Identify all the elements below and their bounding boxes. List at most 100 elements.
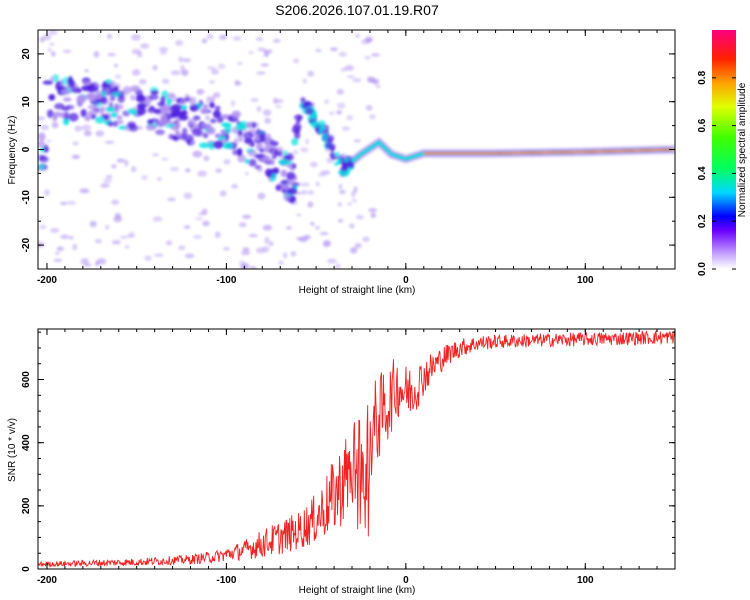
spectral-blob-weak xyxy=(257,192,266,200)
spectral-blob xyxy=(237,129,243,136)
spectral-blob xyxy=(248,158,257,167)
spectral-blob-weak xyxy=(183,225,191,229)
spectral-blob xyxy=(102,80,108,88)
spectral-blob-weak xyxy=(79,188,90,194)
spectral-blob xyxy=(295,119,301,125)
spectral-blob-weak xyxy=(353,139,362,143)
spectral-blob-weak xyxy=(338,218,343,223)
spectral-blob-weak xyxy=(178,56,183,63)
spectral-blob-weak xyxy=(242,247,250,252)
spectral-blob-weak xyxy=(285,226,292,230)
spectral-blob-weak xyxy=(162,78,170,84)
snr-xtick-label: -200 xyxy=(37,575,57,586)
spectral-blob-weak xyxy=(56,246,65,252)
spectral-blob-weak xyxy=(217,63,226,70)
spectral-blob xyxy=(269,177,276,182)
spectral-blob-weak xyxy=(273,97,279,105)
spectral-blob-weak xyxy=(124,159,129,167)
spectral-blob xyxy=(304,107,314,116)
spectral-blob xyxy=(109,101,114,108)
spectral-blob-weak xyxy=(223,246,230,251)
spectral-blob-weak xyxy=(116,158,126,163)
spectral-blob-weak xyxy=(104,140,115,144)
spectral-blob-weak xyxy=(93,50,100,58)
spectral-blob xyxy=(61,106,69,112)
spectral-blob xyxy=(171,112,177,119)
spectral-blob-weak xyxy=(329,47,338,52)
spectral-blob-weak xyxy=(197,170,208,177)
spectral-blob-weak xyxy=(48,30,58,36)
spectral-blob-weak xyxy=(334,263,341,269)
spectral-blob xyxy=(235,123,246,131)
spectral-blob-weak xyxy=(96,258,107,265)
spectral-blob xyxy=(53,113,58,121)
spectral-blob-weak xyxy=(152,65,158,71)
spectral-blob xyxy=(107,121,115,127)
spectral-blob-weak xyxy=(240,263,248,269)
spectral-blob-weak xyxy=(349,223,355,229)
spectral-blob xyxy=(160,114,168,121)
spectral-blob xyxy=(87,104,99,110)
spectrogram-ytick-label: 20 xyxy=(21,48,32,60)
spectral-blob-weak xyxy=(230,99,236,107)
snr-xtick-label: 0 xyxy=(403,575,409,586)
spectral-blob-weak xyxy=(353,186,358,193)
spectral-blob xyxy=(212,110,221,119)
spectral-blob xyxy=(291,138,299,146)
spectral-blob xyxy=(302,102,310,108)
spectral-blob-weak xyxy=(214,231,221,239)
spectral-blob-weak xyxy=(368,78,377,83)
spectral-blob xyxy=(324,142,333,150)
spectral-blob-weak xyxy=(182,58,192,63)
spectral-blob xyxy=(310,120,320,129)
spectral-blob xyxy=(117,94,126,104)
spectral-blob xyxy=(46,109,54,118)
spectral-blob xyxy=(87,111,93,118)
spectral-blob-weak xyxy=(95,130,105,137)
snr-series-line xyxy=(38,329,675,568)
spectral-blob-weak xyxy=(375,84,382,89)
spectral-blob xyxy=(190,105,197,112)
spectral-blob xyxy=(94,90,103,96)
spectral-blob xyxy=(237,154,246,163)
spectral-blob-weak xyxy=(340,67,348,72)
spectral-blob xyxy=(145,123,157,131)
spectral-blob-weak xyxy=(309,161,318,168)
spectral-blob-weak xyxy=(236,61,243,66)
spectral-blob xyxy=(200,122,212,129)
spectral-blob-weak xyxy=(206,33,214,40)
spectral-blob xyxy=(224,133,229,142)
spectral-blob-weak xyxy=(72,155,80,159)
spectral-blob xyxy=(191,128,203,137)
spectral-blob xyxy=(153,108,162,114)
spectral-blob xyxy=(245,121,253,129)
spectral-blob-weak xyxy=(156,176,162,182)
spectral-blob xyxy=(221,122,232,127)
spectral-blob-weak xyxy=(339,189,346,195)
spectral-blob xyxy=(270,140,279,147)
spectral-blob xyxy=(122,86,132,95)
spectral-blob-weak xyxy=(328,111,335,116)
spectral-blob xyxy=(287,187,298,195)
spectral-blob-weak xyxy=(138,79,147,85)
spectral-blob xyxy=(270,159,275,166)
spectral-blob-weak xyxy=(292,149,298,155)
spectral-blob-weak xyxy=(283,252,288,259)
spectral-blob-weak xyxy=(38,241,45,248)
spectral-blob-weak xyxy=(196,88,205,95)
colorbar-label: Normalized spectral amplitude xyxy=(737,82,748,217)
spectral-blob-weak xyxy=(370,212,377,218)
spectral-blob xyxy=(254,164,261,170)
spectrogram-ytick-label: -20 xyxy=(21,237,32,252)
spectral-blob-weak xyxy=(324,98,329,105)
spectral-blob-weak xyxy=(132,69,141,76)
spectral-blob-weak xyxy=(203,155,210,162)
spectral-blob xyxy=(214,105,221,111)
spectral-blob xyxy=(213,140,224,149)
spectral-blob-weak xyxy=(248,50,254,55)
spectral-blob-weak xyxy=(74,125,82,132)
spectral-blob xyxy=(285,171,296,180)
spectral-blob xyxy=(292,123,302,130)
